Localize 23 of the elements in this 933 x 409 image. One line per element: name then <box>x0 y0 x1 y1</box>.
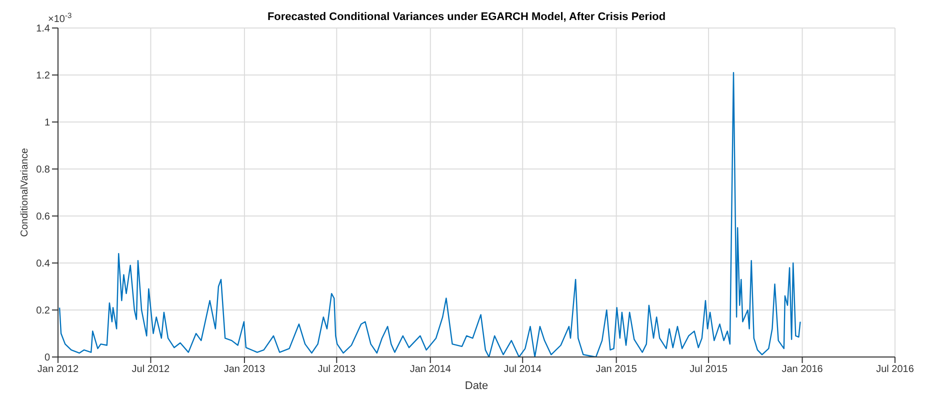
y-tick-label: 1.4 <box>36 24 50 35</box>
chart-title: Forecasted Conditional Variances under EGARCH Model, After Crisis Period <box>267 11 666 23</box>
x-tick-label: Jan 2015 <box>596 364 638 376</box>
x-tick-label: Jul 2012 <box>132 364 170 376</box>
x-tick-label: Jul 2014 <box>504 364 542 376</box>
y-tick-label: 0.8 <box>36 164 50 176</box>
y-tick-label: 0.2 <box>36 306 50 317</box>
x-tick-label: Jul 2013 <box>318 364 356 376</box>
x-tick-label: Jul 2015 <box>690 364 728 376</box>
x-tick-label: Jan 2016 <box>782 364 824 376</box>
x-tick-label: Jan 2013 <box>224 364 266 376</box>
x-tick-label: Jan 2014 <box>410 364 452 376</box>
x-axis-title: Date <box>464 380 488 392</box>
y-tick-label: 0 <box>44 352 50 364</box>
x-tick-label: Jan 2012 <box>37 364 80 376</box>
y-axis-title: ConditionalVariance <box>20 148 31 237</box>
y-tick-label: 1 <box>44 118 50 129</box>
x-tick-label: Jul 2016 <box>876 364 914 376</box>
y-tick-label: 0.6 <box>36 212 50 223</box>
y-tick-label: 0.4 <box>36 258 50 270</box>
line-series <box>58 72 801 357</box>
text: ×10$^{-3}$ <box>48 10 72 25</box>
y-tick-label: 1.2 <box>36 70 50 82</box>
